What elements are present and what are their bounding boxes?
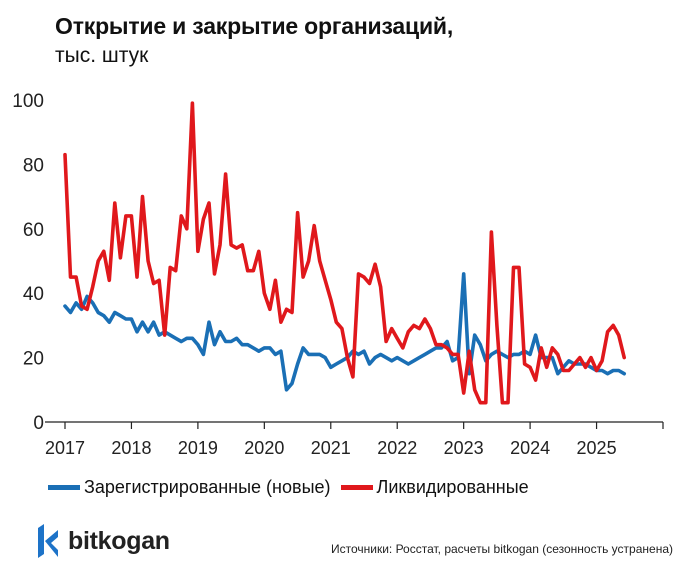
x-tick-label: 2018 [111,438,151,458]
y-tick-label: 80 [23,155,44,176]
y-tick-label: 20 [23,349,44,370]
x-tick-label: 2021 [311,438,351,458]
legend-item-registered: Зарегистрированные (новые) [48,477,331,498]
logo-icon [38,524,58,558]
legend: Зарегистрированные (новые) Ликвидированн… [48,477,539,498]
logo-text: bitkogan [68,526,170,555]
y-tick-label: 60 [23,220,44,241]
x-tick-label: 2022 [377,438,417,458]
bitkogan-logo: bitkogan [36,524,170,558]
legend-swatch-red [340,485,373,490]
chart-title: Открытие и закрытие организаций, [55,13,454,39]
chart-subtitle: тыс. штук [55,44,149,67]
line-chart: 0 20 40 60 80 100 2017 2018 2019 2020 2021 2022 2023… [12,91,664,458]
x-tick-label: 2020 [244,438,284,458]
x-tick-label: 2017 [45,438,85,458]
y-tick-label: 0 [33,413,44,434]
y-tick-label: 100 [12,91,44,112]
series-line-registered [63,272,627,392]
legend-swatch-blue [48,485,80,490]
x-tick-label: 2023 [444,438,484,458]
x-tick-label: 2024 [510,438,550,458]
source-note: Источники: Росстат, расчеты bitkogan (се… [330,542,673,556]
series-line-liquidated [63,101,627,405]
y-tick-label: 40 [23,284,44,305]
legend-item-liquidated: Ликвидированные [340,477,529,498]
legend-label-liquidated: Ликвидированные [376,477,529,497]
x-tick-label: 2019 [178,438,218,458]
legend-label-registered: Зарегистрированные (новые) [84,477,331,497]
x-tick-label: 2025 [577,438,617,458]
